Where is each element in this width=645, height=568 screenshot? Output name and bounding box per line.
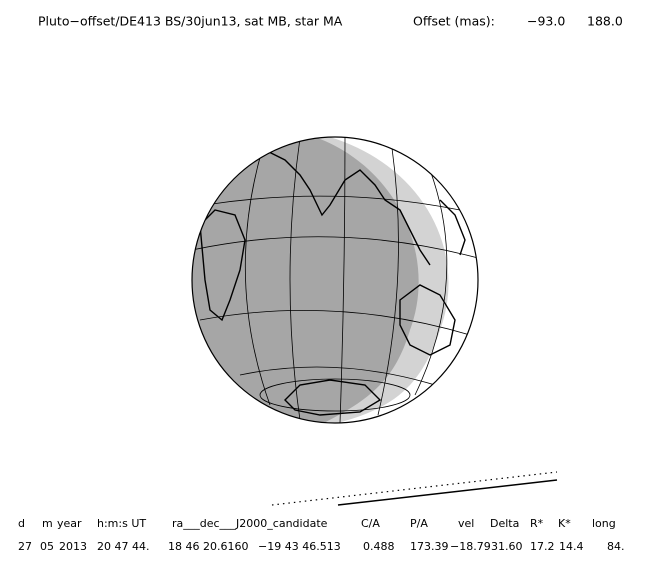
column-header: year xyxy=(57,517,82,530)
data-table: d m year h:m:s UT ra___dec___J2000_candidate… xyxy=(18,517,625,553)
shadow-limit xyxy=(337,479,558,506)
column-header: m xyxy=(42,517,53,530)
column-header: h:m:s UT xyxy=(97,517,146,530)
title: Pluto−offset/DE413 BS/30jun13, sat MB, s… xyxy=(38,14,343,29)
column-header: d xyxy=(18,517,25,530)
table-cell: 27 xyxy=(18,540,32,553)
offset-label: Offset (mas): xyxy=(413,14,495,29)
shadow-limit-dotted xyxy=(271,471,558,506)
column-header: vel xyxy=(458,517,474,530)
column-header: ra___dec___J2000_candidate xyxy=(172,517,328,530)
table-cell: 20 47 44. xyxy=(97,540,149,553)
globe xyxy=(191,136,479,424)
table-cell: 17.2 xyxy=(530,540,555,553)
column-header: R* xyxy=(530,517,544,530)
table-cell: 0.488 xyxy=(363,540,395,553)
offset-dec: 188.0 xyxy=(587,14,623,29)
table-cell: −19 43 46.513 xyxy=(258,540,341,553)
table-cell: 31.60 xyxy=(491,540,523,553)
table-cell: 14.4 xyxy=(559,540,584,553)
column-header: C/A xyxy=(361,517,380,530)
table-cell: 84. xyxy=(607,540,625,553)
column-header: Delta xyxy=(490,517,519,530)
table-cell: 18 46 20.6160 xyxy=(168,540,248,553)
column-header: P/A xyxy=(410,517,428,530)
offset-ra: −93.0 xyxy=(527,14,565,29)
column-header: long xyxy=(592,517,616,530)
table-cell: 05 xyxy=(40,540,54,553)
table-cell: 173.39 xyxy=(410,540,449,553)
table-cell: −18.79 xyxy=(450,540,491,553)
column-header: K* xyxy=(558,517,571,530)
table-cell: 2013 xyxy=(59,540,87,553)
